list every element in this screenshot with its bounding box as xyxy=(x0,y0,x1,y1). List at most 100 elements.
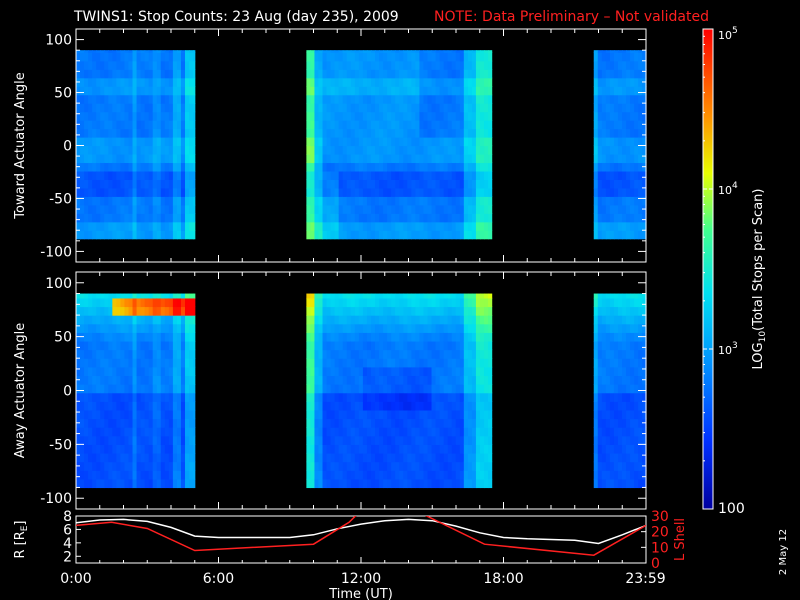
toward-heatmap-cell xyxy=(622,128,627,138)
away-heatmap-cell xyxy=(314,384,320,394)
away-heatmap-cell xyxy=(423,340,429,351)
toward-heatmap-cell xyxy=(189,111,194,121)
away-heatmap-cell xyxy=(399,470,404,480)
away-heatmap-cell xyxy=(366,297,372,308)
away-heatmap-cell xyxy=(322,375,328,385)
toward-heatmap-cell xyxy=(362,94,368,104)
away-heatmap-cell xyxy=(463,470,469,480)
toward-heatmap-cell xyxy=(330,137,336,147)
toward-heatmap-cell xyxy=(379,120,384,130)
away-heatmap-cell xyxy=(634,452,639,463)
away-heatmap-cell xyxy=(156,444,162,454)
away-heatmap-cell xyxy=(395,470,400,480)
toward-heatmap-cell xyxy=(128,204,134,214)
toward-heatmap-cell xyxy=(176,60,182,70)
away-heatmap-cell xyxy=(76,401,81,411)
away-heatmap-cell xyxy=(427,392,433,402)
toward-heatmap-cell xyxy=(605,120,611,130)
away-heatmap-cell xyxy=(164,401,170,411)
toward-heatmap-cell xyxy=(475,103,481,113)
toward-heatmap-cell xyxy=(152,170,158,180)
toward-heatmap-cell xyxy=(100,153,105,164)
toward-heatmap-cell xyxy=(593,94,599,104)
away-heatmap-cell xyxy=(362,452,368,463)
toward-heatmap-cell xyxy=(354,230,360,240)
toward-heatmap-cell xyxy=(642,179,647,189)
away-heatmap-cell xyxy=(399,478,404,489)
away-heatmap-cell xyxy=(120,349,126,359)
toward-heatmap-cell xyxy=(435,103,441,113)
away-heatmap-cell xyxy=(318,470,324,480)
away-heatmap-cell xyxy=(399,358,404,368)
toward-heatmap-cell xyxy=(136,103,142,113)
away-heatmap-cell xyxy=(104,297,109,308)
away-heatmap-cell xyxy=(326,435,332,445)
away-heatmap-cell xyxy=(419,366,425,377)
away-heatmap-cell xyxy=(387,332,392,342)
away-heatmap-cell xyxy=(613,375,619,385)
toward-heatmap-cell xyxy=(630,196,635,206)
toward-heatmap-cell xyxy=(411,213,416,223)
away-heatmap-cell xyxy=(613,427,619,437)
toward-heatmap-cell xyxy=(455,69,461,79)
toward-heatmap-cell xyxy=(185,213,190,223)
toward-heatmap-cell xyxy=(475,86,481,96)
away-heatmap-cell xyxy=(168,366,174,377)
toward-heatmap-cell xyxy=(132,153,138,164)
away-heatmap-cell xyxy=(605,452,611,463)
toward-heatmap-cell xyxy=(431,69,437,79)
away-heatmap-cell xyxy=(116,358,122,368)
toward-heatmap-cell xyxy=(318,94,324,104)
toward-heatmap-cell xyxy=(613,77,619,87)
away-heatmap-cell xyxy=(593,461,599,471)
toward-heatmap-cell xyxy=(156,221,162,231)
toward-heatmap-cell xyxy=(451,86,457,96)
away-heatmap-cell xyxy=(479,366,485,377)
away-heatmap-cell xyxy=(108,392,113,402)
away-heatmap-cell xyxy=(475,375,481,385)
away-heatmap-cell xyxy=(306,470,312,480)
toward-heatmap-cell xyxy=(403,52,408,62)
colorbar-label: LOG10(Total Stops per Scan) xyxy=(751,189,768,370)
away-heatmap-cell xyxy=(459,366,465,377)
away-heatmap-cell xyxy=(104,418,109,428)
toward-heatmap-cell xyxy=(459,60,465,70)
away-heatmap-cell xyxy=(128,332,134,342)
toward-heatmap-cell xyxy=(88,187,93,197)
away-heatmap-cell xyxy=(597,452,603,463)
toward-heatmap-cell xyxy=(96,94,101,104)
toward-heatmap-cell xyxy=(488,196,493,206)
away-heatmap-cell xyxy=(354,461,360,471)
toward-heatmap-cell xyxy=(479,230,485,240)
toward-heatmap-cell xyxy=(613,86,619,96)
away-heatmap-cell xyxy=(120,293,126,299)
away-heatmap-cell xyxy=(132,366,138,377)
away-heatmap-cell xyxy=(395,444,400,454)
toward-heatmap-cell xyxy=(439,50,445,53)
away-heatmap-cell xyxy=(638,375,643,385)
toward-heatmap-cell xyxy=(593,60,599,70)
away-heatmap-cell xyxy=(318,444,324,454)
away-heatmap-cell xyxy=(358,293,364,299)
away-heatmap-cell xyxy=(112,340,117,351)
toward-heatmap-cell xyxy=(116,52,122,62)
away-heatmap-cell xyxy=(488,461,493,471)
toward-heatmap-cell xyxy=(407,69,412,79)
toward-heatmap-cell xyxy=(447,128,453,138)
away-heatmap-cell xyxy=(617,444,623,454)
toward-heatmap-cell xyxy=(471,52,477,62)
toward-heatmap-cell xyxy=(193,221,196,231)
toward-heatmap-cell xyxy=(383,94,388,104)
toward-heatmap-cell xyxy=(330,145,336,155)
toward-heatmap-cell xyxy=(479,94,485,104)
away-heatmap-cell xyxy=(435,332,441,342)
away-heatmap-cell xyxy=(415,306,421,316)
toward-heatmap-cell xyxy=(642,145,647,155)
away-heatmap-cell xyxy=(439,461,445,471)
toward-heatmap-cell xyxy=(366,120,372,130)
toward-heatmap-cell xyxy=(108,137,113,147)
toward-heatmap-cell xyxy=(399,52,404,62)
toward-heatmap-cell xyxy=(488,128,493,138)
away-heatmap-cell xyxy=(642,315,647,325)
